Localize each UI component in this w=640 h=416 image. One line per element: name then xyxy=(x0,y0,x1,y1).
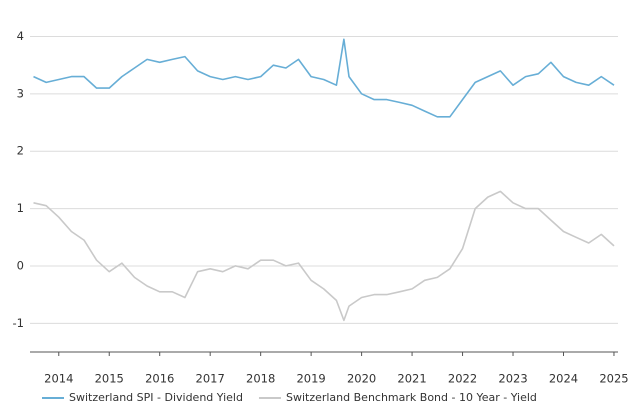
y-tick-label: 1 xyxy=(17,201,24,215)
x-tick-label: 2023 xyxy=(498,372,527,386)
legend-label: Switzerland Benchmark Bond - 10 Year - Y… xyxy=(286,391,537,404)
x-tick-label: 2022 xyxy=(448,372,477,386)
x-tick-label: 2019 xyxy=(296,372,325,386)
x-tick-label: 2015 xyxy=(95,372,124,386)
x-tick-label: 2017 xyxy=(196,372,225,386)
y-tick-label: 2 xyxy=(17,144,24,158)
legend-label: Switzerland SPI - Dividend Yield xyxy=(69,391,243,404)
x-tick-label: 2025 xyxy=(599,372,628,386)
series-line xyxy=(33,190,615,322)
y-tick-label: -1 xyxy=(13,316,24,330)
x-tick-label: 2024 xyxy=(549,372,578,386)
y-tick-label: 4 xyxy=(17,29,24,43)
legend: Switzerland SPI - Dividend Yield Switzerl… xyxy=(42,391,537,404)
x-tick-label: 2016 xyxy=(145,372,174,386)
y-tick-label: 3 xyxy=(17,86,24,100)
x-tick-label: 2020 xyxy=(347,372,376,386)
x-tick-label: 2014 xyxy=(44,372,73,386)
x-tick-label: 2018 xyxy=(246,372,275,386)
x-tick-label: 2021 xyxy=(397,372,426,386)
y-tick-label: 0 xyxy=(17,258,24,272)
series-line xyxy=(33,38,615,118)
